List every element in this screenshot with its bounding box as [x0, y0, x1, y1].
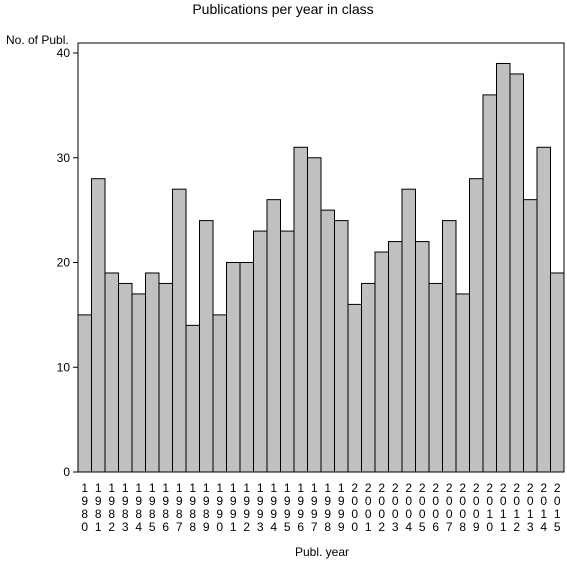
y-tick-label: 40 — [57, 46, 71, 60]
bar — [455, 293, 470, 473]
bar — [172, 188, 187, 473]
y-axis-label: No. of Publ. — [6, 33, 69, 47]
bar — [320, 209, 335, 473]
bar — [104, 272, 119, 473]
bar — [199, 220, 214, 473]
bar — [361, 282, 376, 473]
bar — [118, 282, 133, 473]
chart-title: Publications per year in class — [192, 1, 373, 17]
y-tick-label: 30 — [57, 151, 71, 165]
bar — [131, 293, 146, 473]
y-tick-label: 20 — [57, 256, 71, 270]
bar — [91, 178, 106, 473]
bar — [280, 230, 295, 473]
bar — [388, 241, 403, 473]
x-axis: 1 9 8 0 1 9 8 1 1 9 8 2 1 9 8 3 1 9 8 4 1 9 8 5 1 9 8 6 1 9 8 7 1 9 8 8 1 9 8 9… — [81, 481, 561, 534]
bar — [523, 199, 538, 473]
bar — [77, 314, 92, 473]
x-axis-label: Publ. year — [295, 545, 349, 559]
bar — [226, 262, 241, 473]
bar — [374, 251, 389, 473]
bar — [212, 314, 227, 473]
bar — [239, 262, 254, 473]
bar — [550, 272, 565, 473]
bar — [266, 199, 281, 473]
bar — [536, 146, 551, 473]
bar — [415, 241, 430, 473]
bar — [307, 157, 322, 473]
bar — [496, 62, 511, 473]
y-tick-label: 10 — [57, 360, 71, 374]
bar — [158, 282, 173, 473]
y-axis: 0 10 20 30 40 — [57, 46, 78, 479]
bar — [401, 188, 416, 473]
bar — [145, 272, 160, 473]
bar — [347, 303, 362, 473]
bar — [428, 282, 443, 473]
bar — [509, 73, 524, 473]
y-tick-label: 0 — [63, 465, 70, 479]
bar — [185, 324, 200, 473]
bar — [253, 230, 268, 473]
bar — [334, 220, 349, 473]
bar — [482, 94, 497, 473]
bar — [469, 178, 484, 473]
bar — [293, 146, 308, 473]
bar — [442, 220, 457, 473]
bars — [77, 62, 565, 473]
